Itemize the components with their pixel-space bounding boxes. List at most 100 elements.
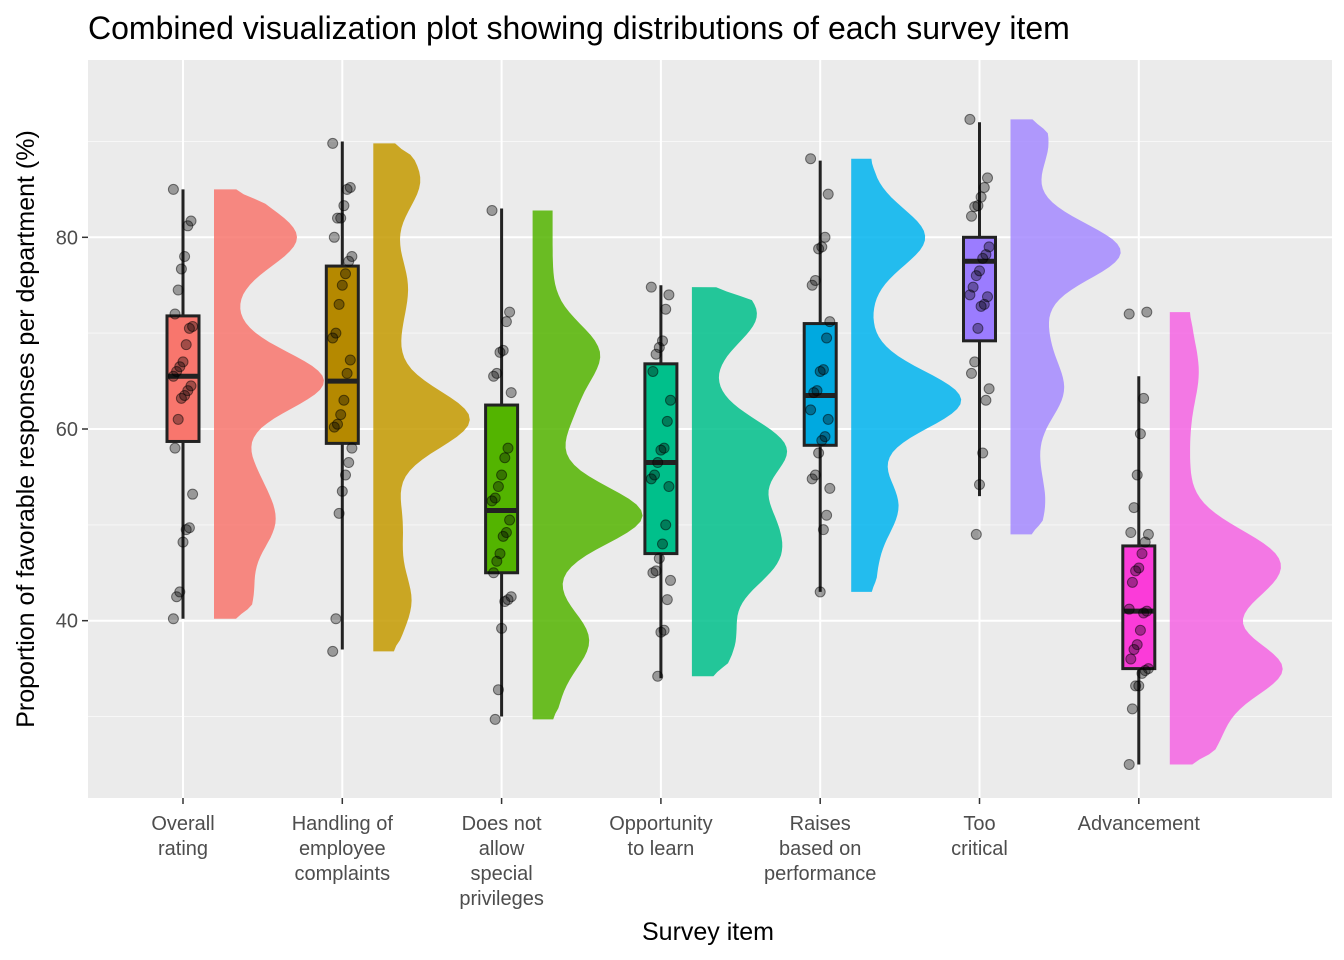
data-point (806, 473, 818, 485)
data-point (645, 473, 657, 485)
data-point (187, 320, 199, 332)
data-point (502, 594, 514, 606)
data-point (499, 452, 511, 464)
data-point (338, 200, 350, 212)
data-point (180, 524, 192, 536)
data-point (175, 263, 187, 275)
data-point (169, 308, 181, 320)
data-point (982, 172, 993, 184)
data-point (341, 183, 353, 195)
density-cloud (1169, 312, 1283, 765)
data-point (660, 519, 672, 531)
data-point (660, 303, 672, 315)
data-point (655, 444, 667, 456)
data-point (661, 594, 673, 606)
data-point (1141, 605, 1153, 617)
data-point (169, 442, 181, 454)
data-point (652, 457, 664, 469)
data-point (1130, 680, 1142, 692)
data-point (1123, 308, 1135, 320)
data-point (964, 113, 976, 125)
data-point (813, 447, 825, 459)
data-point (657, 335, 668, 347)
data-point (1133, 680, 1145, 692)
data-point (327, 645, 339, 657)
data-point (1126, 703, 1138, 715)
data-point (340, 268, 351, 280)
data-point (1136, 667, 1148, 679)
data-point (167, 613, 179, 625)
chart-title: Combined visualization plot showing dist… (88, 10, 1070, 46)
x-tick-label: Handling of employee complaints (292, 813, 394, 885)
data-point (177, 536, 189, 548)
data-point (817, 364, 829, 376)
data-point (1134, 428, 1146, 440)
data-point (824, 482, 836, 494)
data-point (489, 713, 501, 725)
data-point (344, 354, 356, 366)
data-point (172, 284, 184, 296)
data-point (344, 181, 356, 193)
data-point (650, 565, 662, 577)
data-point (343, 457, 355, 469)
data-point (341, 367, 353, 379)
data-point (1123, 603, 1135, 615)
data-point (969, 356, 981, 368)
data-point (1141, 306, 1153, 318)
data-point (336, 279, 348, 291)
data-point (645, 281, 657, 293)
data-point (333, 298, 345, 310)
data-point (665, 394, 676, 406)
data-point (816, 435, 828, 447)
x-axis-title: Survey item (642, 918, 774, 946)
data-point (983, 383, 995, 395)
data-point (969, 201, 981, 213)
data-point (966, 367, 977, 379)
data-point (488, 370, 500, 382)
data-point (966, 210, 977, 222)
data-point (1128, 502, 1140, 514)
data-point (814, 365, 826, 377)
data-point (494, 346, 506, 358)
data-point (978, 181, 990, 193)
data-point (1134, 624, 1146, 636)
data-point (492, 481, 504, 493)
x-tick-label: Overall rating (151, 813, 214, 860)
data-point (496, 622, 508, 634)
density-cloud (373, 143, 470, 652)
data-point (330, 613, 342, 625)
data-point (816, 241, 828, 253)
data-point (497, 530, 509, 542)
density-cloud (851, 158, 962, 592)
data-point (491, 555, 503, 567)
data-point (167, 183, 179, 195)
data-point (652, 670, 664, 682)
data-point (822, 188, 834, 200)
data-point (653, 552, 665, 564)
data-point (179, 250, 191, 262)
data-point (657, 538, 668, 550)
data-point (974, 479, 985, 491)
data-point (977, 252, 989, 264)
data-point (1138, 392, 1150, 404)
data-point (647, 567, 659, 579)
data-point (650, 348, 662, 360)
data-point (1126, 576, 1138, 588)
data-point (813, 243, 825, 255)
data-point (333, 507, 345, 519)
data-point (167, 370, 179, 382)
data-point (811, 385, 823, 397)
density-clouds (214, 119, 1283, 765)
data-point (970, 528, 982, 540)
x-tick-label: Too critical (951, 813, 1008, 860)
data-point (806, 279, 818, 291)
data-point (499, 596, 511, 608)
data-point (653, 342, 665, 354)
data-point (335, 212, 347, 224)
density-cloud (532, 210, 643, 720)
data-point (1125, 527, 1137, 539)
data-point (1130, 565, 1142, 577)
data-point (1138, 607, 1150, 619)
data-point (805, 404, 817, 416)
data-points (167, 113, 1154, 770)
